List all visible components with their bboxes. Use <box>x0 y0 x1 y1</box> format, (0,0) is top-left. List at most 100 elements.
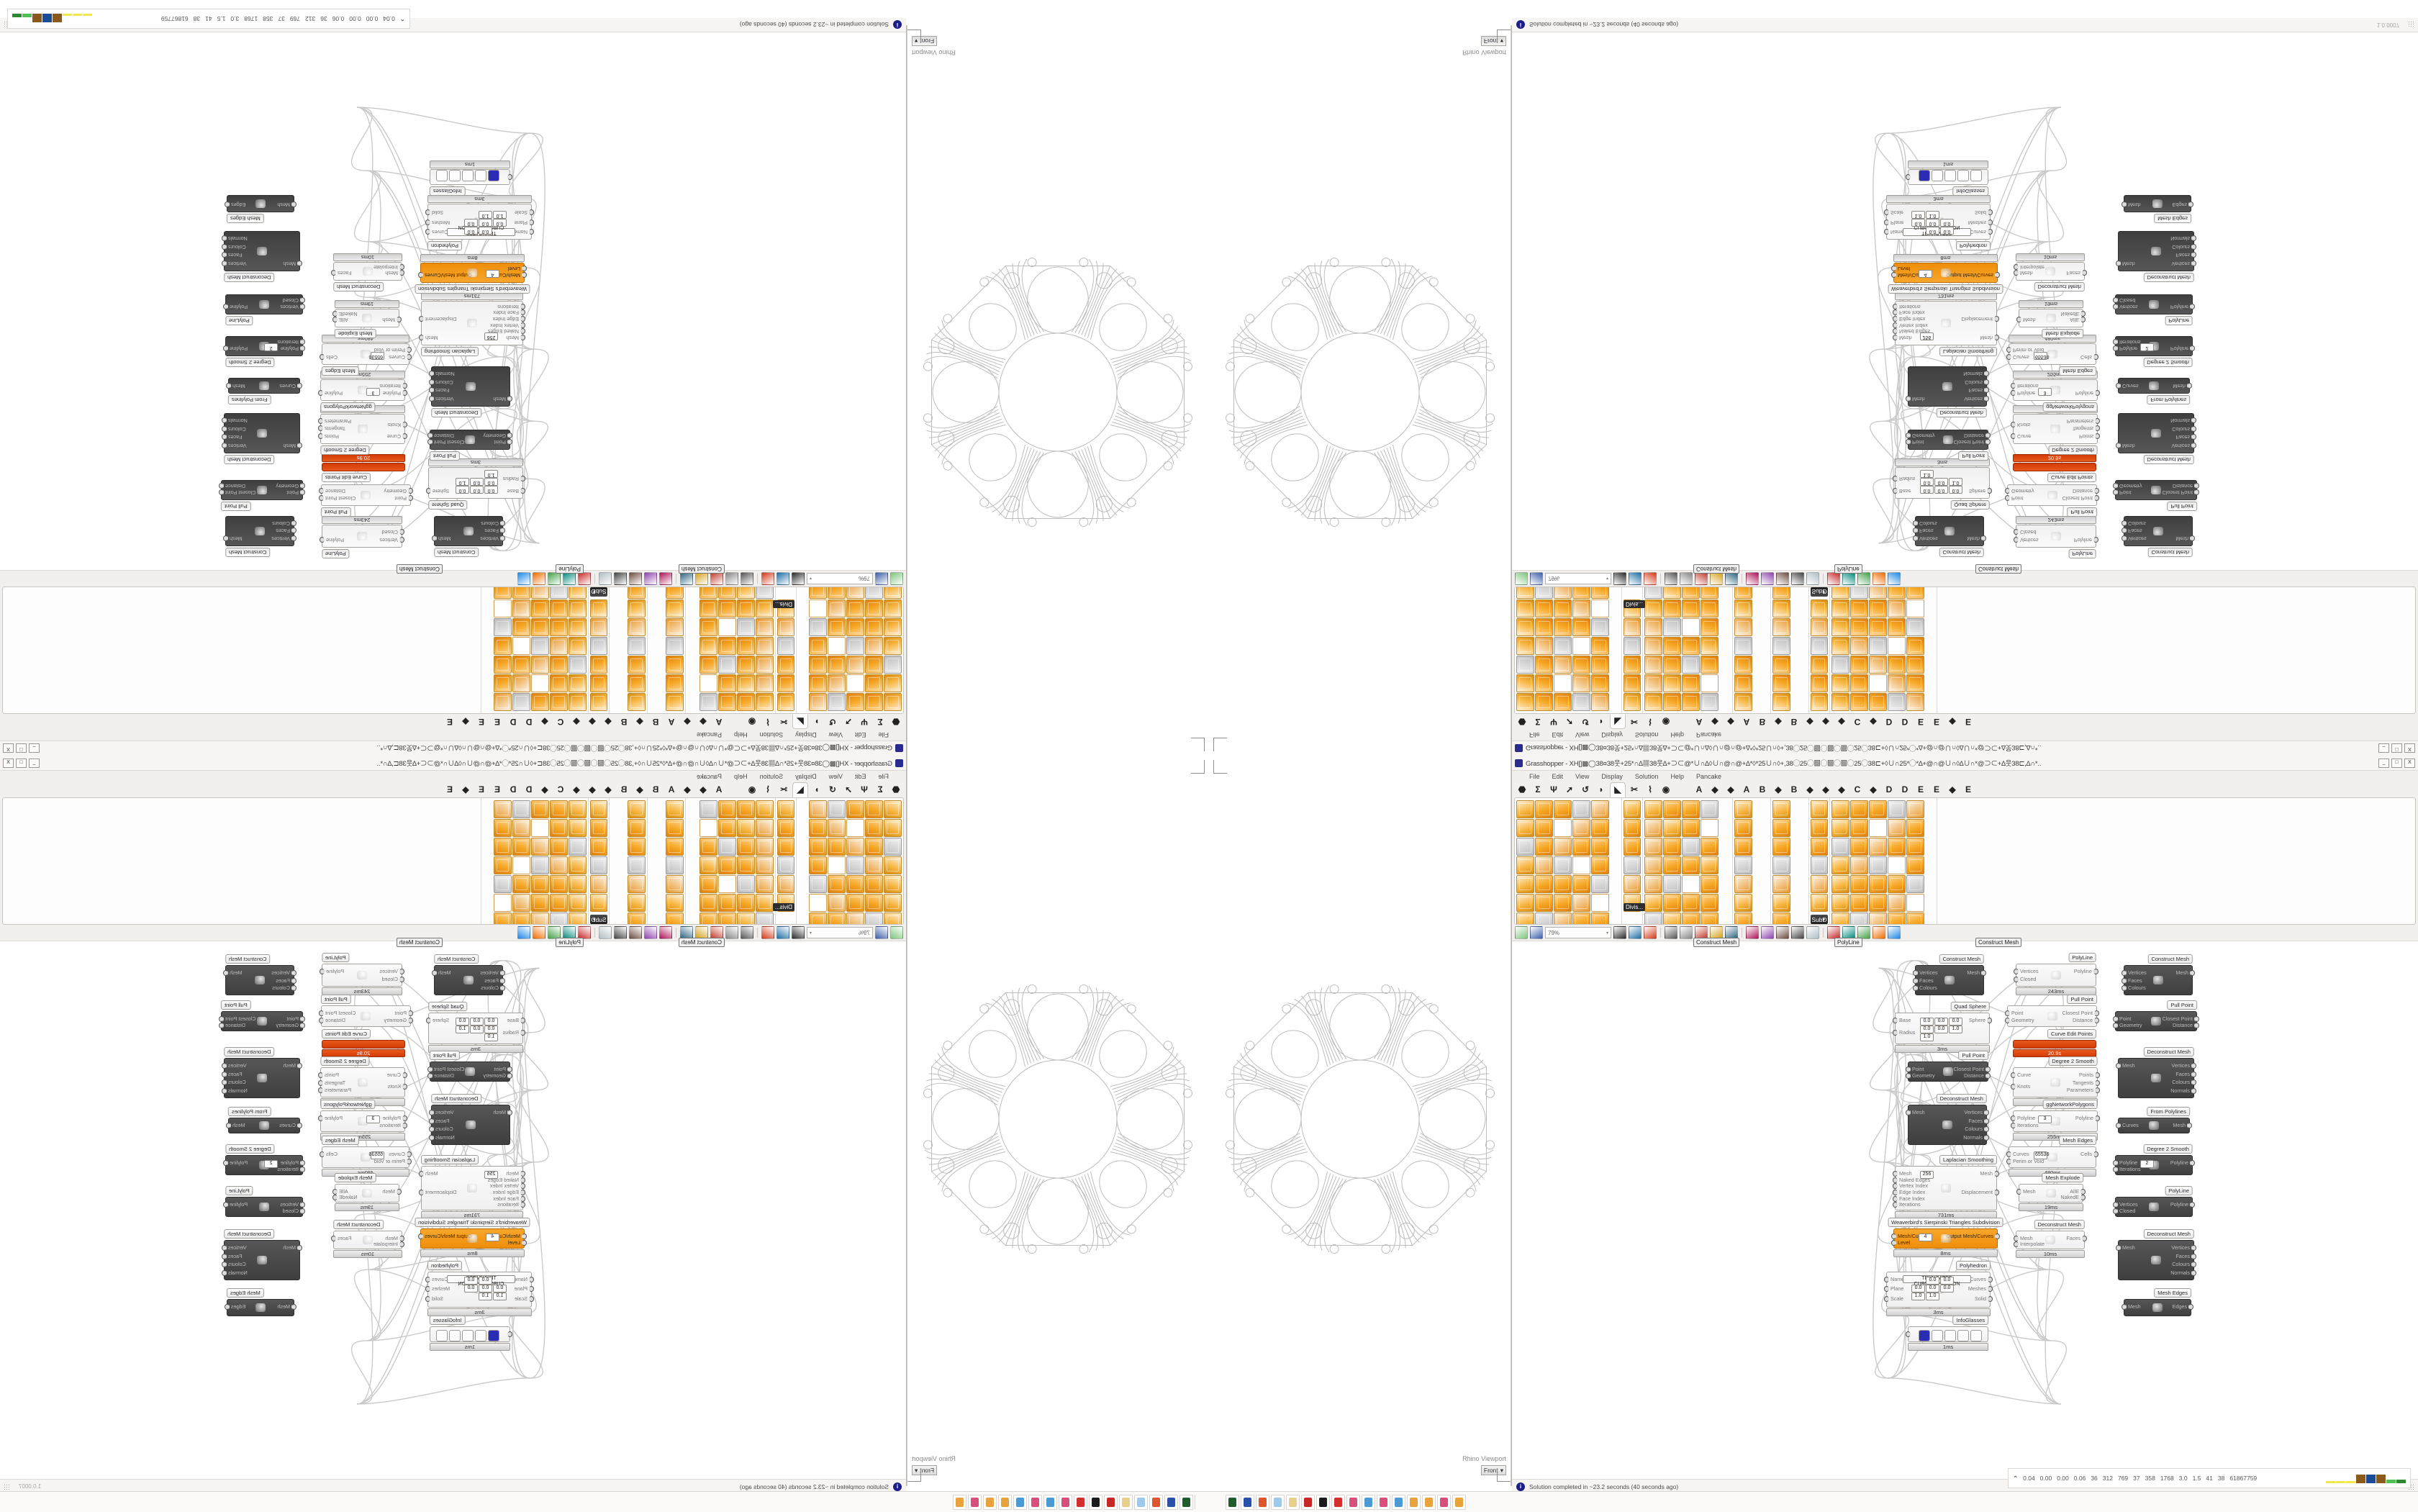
component-icon[interactable] <box>828 656 846 674</box>
gem-icon[interactable]: ◆ <box>1708 715 1722 729</box>
component-icon[interactable] <box>1572 875 1590 893</box>
gem-icon[interactable]: ◆ <box>696 715 710 729</box>
link-icon[interactable] <box>1944 1330 1956 1341</box>
component-icon[interactable] <box>628 599 646 617</box>
component-icon[interactable] <box>1906 599 1924 617</box>
component-icon[interactable] <box>884 618 902 636</box>
output-pin[interactable] <box>1994 316 1999 322</box>
output-pin[interactable] <box>2093 354 2098 360</box>
grid-icon[interactable]: ◆ <box>1819 783 1833 797</box>
component-icon[interactable] <box>718 656 736 674</box>
green-icon[interactable] <box>1857 572 1870 585</box>
output-pin[interactable] <box>318 417 323 424</box>
output-pin[interactable] <box>319 1010 324 1016</box>
output-pin[interactable] <box>1994 1190 1999 1195</box>
output-pin[interactable] <box>419 316 424 322</box>
component-icon[interactable] <box>699 674 717 692</box>
input-pin[interactable] <box>500 985 505 992</box>
component-icon[interactable] <box>494 693 512 711</box>
grid4-icon[interactable] <box>1932 170 1943 181</box>
component-icon[interactable] <box>666 674 684 692</box>
component-icon[interactable] <box>531 856 549 874</box>
component-icon[interactable] <box>809 894 827 912</box>
input-pin[interactable] <box>2113 1016 2118 1022</box>
menu-item-edit[interactable]: Edit <box>1552 772 1564 780</box>
palette-icon[interactable] <box>967 1494 982 1510</box>
menu-item-view[interactable]: View <box>828 772 843 780</box>
output-pin[interactable] <box>429 396 434 402</box>
component-icon[interactable] <box>628 618 646 636</box>
black-app-icon[interactable] <box>1316 1494 1330 1510</box>
component-icon[interactable] <box>531 599 549 617</box>
parameter-field[interactable]: 4 <box>1919 1233 1932 1241</box>
input-pin[interactable] <box>1893 476 1898 481</box>
input-pin[interactable] <box>507 433 512 438</box>
curve-spiral-icon[interactable]: ↺ <box>825 783 840 797</box>
node-body[interactable]: Curves Perim or Void Cells 65536 <box>320 343 412 365</box>
input-pin[interactable] <box>2113 1208 2118 1214</box>
node-body[interactable]: Mesh Vertices Faces Colours Normals <box>1906 366 1989 407</box>
node-body[interactable]: NamePlaneScaleCurvesMeshesSolidTRUNCATED… <box>1884 204 1993 240</box>
resize-grip[interactable] <box>4 1483 10 1490</box>
bird-icon[interactable]: ◆ <box>538 783 552 797</box>
component-icon[interactable] <box>569 618 587 636</box>
node-body[interactable]: Mesh/Curves Level Output Mesh/Curves 4 <box>418 263 527 283</box>
output-pin[interactable] <box>332 311 338 317</box>
calc-icon[interactable] <box>1133 1494 1148 1510</box>
paint-icon[interactable] <box>761 926 774 939</box>
node-body[interactable]: Point Geometry Closest Point Distance <box>427 1061 512 1082</box>
component-icon[interactable] <box>865 637 883 655</box>
amber-icon[interactable] <box>533 572 545 585</box>
input-pin[interactable] <box>500 528 505 534</box>
component-icon[interactable] <box>1516 838 1534 856</box>
output-pin[interactable] <box>219 1023 224 1028</box>
A[interactable]: A <box>1692 715 1706 729</box>
input-pin[interactable] <box>1913 528 1918 534</box>
component-icon[interactable] <box>1734 894 1752 912</box>
input-pin[interactable] <box>297 261 302 266</box>
input-pin[interactable] <box>520 303 525 309</box>
maximize-button[interactable]: □ <box>2391 758 2402 768</box>
component-icon[interactable] <box>1663 693 1681 711</box>
palette-icon[interactable] <box>1058 1494 1072 1510</box>
E[interactable]: E <box>1929 715 1944 729</box>
input-pin[interactable] <box>1893 316 1898 322</box>
output-pin[interactable] <box>1985 433 1991 438</box>
input-pin[interactable] <box>402 390 407 396</box>
bake-icon[interactable] <box>1665 926 1677 939</box>
component-icon[interactable] <box>1811 838 1828 856</box>
output-pin[interactable] <box>226 1123 231 1128</box>
component-icon[interactable] <box>1554 913 1572 924</box>
component-icon[interactable] <box>1554 587 1572 599</box>
input-pin[interactable] <box>529 209 534 216</box>
C[interactable]: C <box>553 715 568 729</box>
component-icon[interactable] <box>666 618 684 636</box>
D[interactable]: D <box>522 783 536 797</box>
output-pin[interactable] <box>1985 1067 1991 1072</box>
E[interactable]: E <box>490 715 504 729</box>
component-icon[interactable] <box>1888 856 1906 874</box>
save-file-icon[interactable] <box>1530 572 1543 585</box>
params-hexagon-icon[interactable]: ⬣ <box>1515 715 1529 729</box>
component-icon[interactable] <box>737 599 755 617</box>
component-icon[interactable] <box>494 875 512 893</box>
input-pin[interactable] <box>1906 1067 1911 1072</box>
component-icon[interactable] <box>512 819 530 837</box>
node-body[interactable] <box>430 1326 512 1342</box>
component-icon[interactable] <box>809 875 827 893</box>
input-pin[interactable] <box>1906 1073 1911 1079</box>
menu-item-display[interactable]: Display <box>1601 772 1623 780</box>
component-icon[interactable] <box>1663 819 1681 837</box>
node-canvas[interactable]: Construct Mesh Vertices Faces Colours Mesh Qu… <box>1512 32 2418 570</box>
parameter-field[interactable]: 0.0 <box>1926 1285 1939 1293</box>
input-pin[interactable] <box>1913 985 1918 992</box>
open-file-icon[interactable] <box>890 926 903 939</box>
component-icon[interactable] <box>1682 875 1700 893</box>
component-icon[interactable] <box>1535 856 1553 874</box>
search-icon[interactable] <box>1725 572 1738 585</box>
component-icon[interactable] <box>1682 587 1700 599</box>
component-icon[interactable] <box>699 637 717 655</box>
layers-icon[interactable] <box>1957 170 1969 181</box>
component-icon[interactable] <box>1591 693 1609 711</box>
parameter-field[interactable]: 3 <box>366 388 380 396</box>
